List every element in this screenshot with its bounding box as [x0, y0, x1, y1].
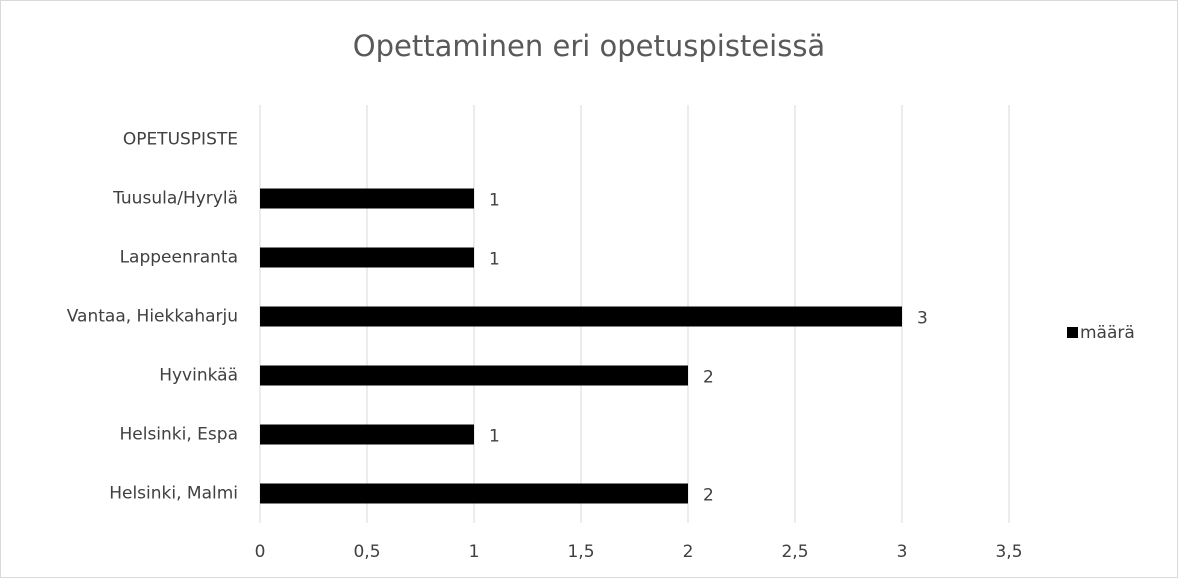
legend-swatch — [1067, 327, 1078, 338]
x-tick-label: 3 — [897, 542, 908, 562]
x-tick-label: 0,5 — [353, 542, 380, 562]
chart-title: Opettaminen eri opetuspisteissä — [353, 29, 825, 63]
bar — [260, 424, 474, 445]
x-tick-label: 1,5 — [567, 542, 594, 562]
data-label: 1 — [489, 427, 500, 447]
y-tick-label: Helsinki, Espa — [119, 425, 238, 445]
x-tick-label: 2 — [683, 542, 694, 562]
bar — [260, 365, 688, 386]
data-label: 1 — [489, 250, 500, 270]
data-label: 3 — [917, 309, 928, 329]
x-tick-label: 0 — [255, 542, 266, 562]
data-label: 1 — [489, 191, 500, 211]
x-tick-label: 1 — [469, 542, 480, 562]
y-tick-label: Lappeenranta — [120, 248, 238, 268]
y-tick-label: OPETUSPISTE — [123, 130, 238, 150]
y-tick-label: Helsinki, Malmi — [109, 484, 238, 504]
y-tick-label: Tuusula/Hyrylä — [112, 189, 238, 209]
bar — [260, 247, 474, 268]
x-tick-label: 2,5 — [781, 542, 808, 562]
bar — [260, 306, 902, 327]
data-label: 2 — [703, 486, 714, 506]
y-tick-label: Vantaa, Hiekkaharju — [67, 307, 238, 327]
legend-label: määrä — [1080, 323, 1135, 343]
bar — [260, 188, 474, 209]
y-tick-label: Hyvinkää — [159, 366, 238, 386]
data-label: 2 — [703, 368, 714, 388]
x-tick-label: 3,5 — [995, 542, 1022, 562]
bar — [260, 483, 688, 504]
